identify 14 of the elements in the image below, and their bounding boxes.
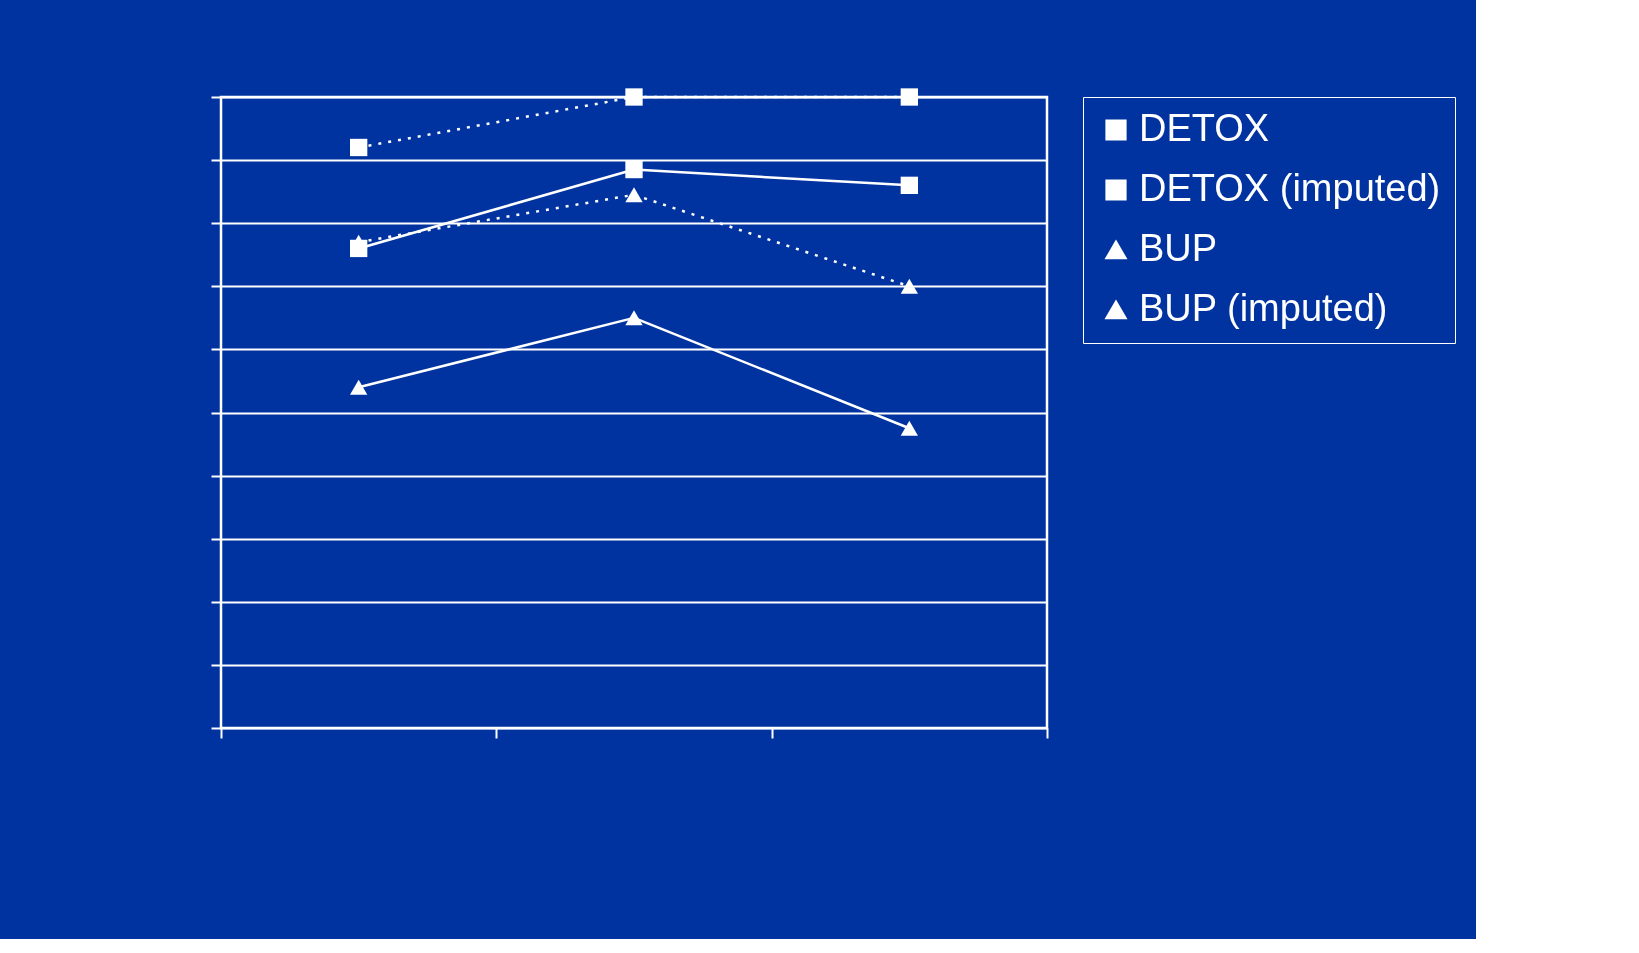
point [625,160,643,179]
point [900,278,918,294]
point [900,176,918,194]
legend-label: DETOX [1139,107,1270,149]
point [900,88,918,106]
point [350,379,368,395]
point [350,138,368,157]
legend-label: BUP (imputed) [1139,287,1388,329]
legend-label: DETOX (imputed) [1139,167,1441,209]
point [625,88,643,106]
legend-label: BUP [1139,227,1218,269]
point [625,187,643,203]
point [900,420,918,436]
point [625,310,643,326]
